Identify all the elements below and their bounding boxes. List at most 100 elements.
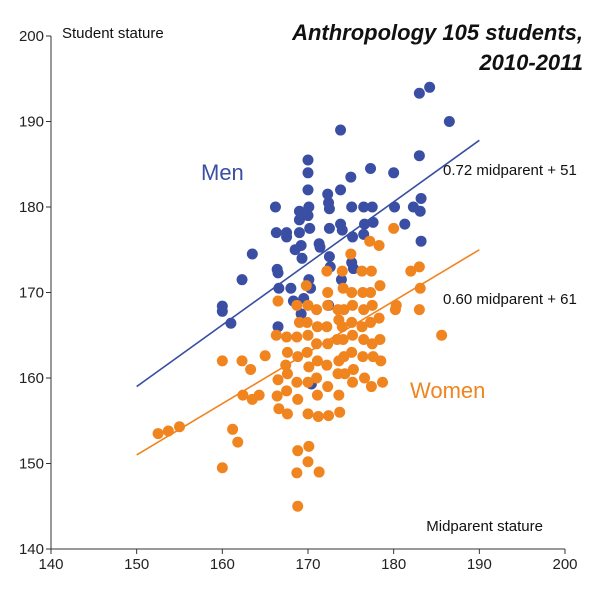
data-point-women — [292, 351, 304, 363]
data-point-men — [414, 205, 426, 217]
data-point-men — [293, 227, 305, 239]
data-point-women — [337, 282, 349, 294]
data-point-women — [300, 280, 312, 292]
fit-equation-women: 0.60 midparent + 61 — [443, 291, 577, 308]
data-point-women — [346, 346, 358, 358]
data-point-men — [272, 267, 284, 279]
data-point-women — [303, 361, 315, 373]
data-point-women — [227, 423, 239, 435]
data-point-women — [311, 304, 323, 316]
data-point-women — [373, 312, 385, 324]
fit-line-men — [136, 139, 480, 388]
data-point-women — [302, 329, 314, 341]
data-point-men — [347, 231, 359, 243]
y-ticks: 140 150 160 170 180 190 200 — [19, 28, 51, 558]
data-point-women — [336, 265, 348, 277]
data-point-women — [373, 239, 385, 251]
data-point-women — [270, 329, 282, 341]
data-point-women — [356, 321, 368, 333]
data-point-women — [357, 287, 369, 298]
data-point-men — [323, 251, 335, 263]
data-point-women — [334, 406, 346, 418]
data-point-men — [346, 201, 358, 213]
y-axis-title: Student stature — [62, 25, 164, 42]
data-point-women — [281, 368, 293, 380]
data-point-women — [259, 350, 271, 362]
data-point-women — [359, 372, 371, 384]
data-point-women — [253, 389, 265, 401]
data-point-women — [364, 235, 376, 247]
data-point-men — [399, 218, 411, 230]
data-point-women — [347, 376, 359, 388]
data-point-women — [245, 363, 257, 375]
chart-title-line-1: Anthropology 105 students, — [291, 20, 583, 45]
data-point-men — [225, 317, 237, 329]
data-point-women — [311, 389, 323, 401]
data-point-women — [365, 265, 377, 277]
data-point-men — [336, 224, 348, 236]
data-point-men — [388, 167, 400, 179]
data-point-women — [291, 467, 303, 479]
data-point-men — [323, 203, 335, 215]
data-point-men — [359, 218, 371, 230]
data-point-men — [415, 192, 427, 204]
data-point-women — [405, 265, 417, 277]
data-point-women — [301, 316, 313, 328]
data-point-men — [443, 116, 455, 127]
data-point-men — [413, 150, 425, 162]
data-point-women — [413, 304, 425, 316]
data-point-women — [357, 351, 369, 363]
data-point-women — [236, 355, 248, 367]
data-point-women — [302, 408, 314, 420]
data-point-women — [272, 374, 284, 386]
data-point-women — [292, 445, 304, 457]
data-point-women — [281, 408, 293, 420]
data-point-women — [436, 329, 448, 341]
data-point-men — [415, 235, 427, 247]
data-point-men — [345, 171, 357, 183]
data-point-men — [295, 239, 307, 251]
x-tick-label: 180 — [381, 556, 406, 573]
data-point-men — [314, 241, 326, 253]
data-point-men — [303, 201, 315, 213]
data-point-women — [358, 304, 370, 316]
data-point-women — [413, 261, 425, 273]
data-point-men — [302, 154, 314, 166]
data-point-men — [272, 321, 284, 333]
data-point-men — [273, 282, 285, 294]
data-point-women — [273, 403, 285, 415]
data-point-women — [388, 222, 400, 234]
data-point-women — [322, 381, 334, 393]
data-point-men — [335, 274, 347, 286]
data-point-women — [292, 393, 304, 405]
data-point-men — [269, 201, 281, 213]
data-point-women — [414, 282, 426, 294]
data-point-women — [389, 304, 401, 316]
data-point-women — [291, 299, 303, 311]
y-tick-label: 140 — [19, 541, 44, 558]
data-point-women — [333, 389, 345, 401]
data-point-women — [345, 248, 357, 260]
data-point-women — [293, 316, 305, 328]
y-tick-label: 200 — [19, 28, 44, 45]
data-point-women — [346, 287, 358, 298]
data-point-women — [313, 466, 325, 478]
data-point-men — [367, 216, 379, 228]
fit-equation-men: 0.72 midparent + 51 — [443, 162, 577, 179]
data-point-women — [322, 287, 334, 298]
data-point-men — [302, 184, 314, 196]
data-point-women — [312, 410, 324, 422]
data-point-women — [280, 359, 292, 371]
data-point-women — [377, 376, 389, 388]
data-point-women — [321, 321, 333, 333]
data-point-women — [347, 329, 359, 341]
data-point-men — [389, 201, 401, 213]
y-tick-label: 180 — [19, 199, 44, 216]
data-point-women — [365, 316, 377, 328]
data-point-women — [311, 321, 323, 333]
data-point-women — [365, 381, 377, 393]
data-point-women — [292, 500, 304, 512]
data-point-women — [375, 355, 387, 367]
x-tick-label: 190 — [467, 556, 492, 573]
chart-title-line-2: 2010-2011 — [478, 50, 583, 75]
